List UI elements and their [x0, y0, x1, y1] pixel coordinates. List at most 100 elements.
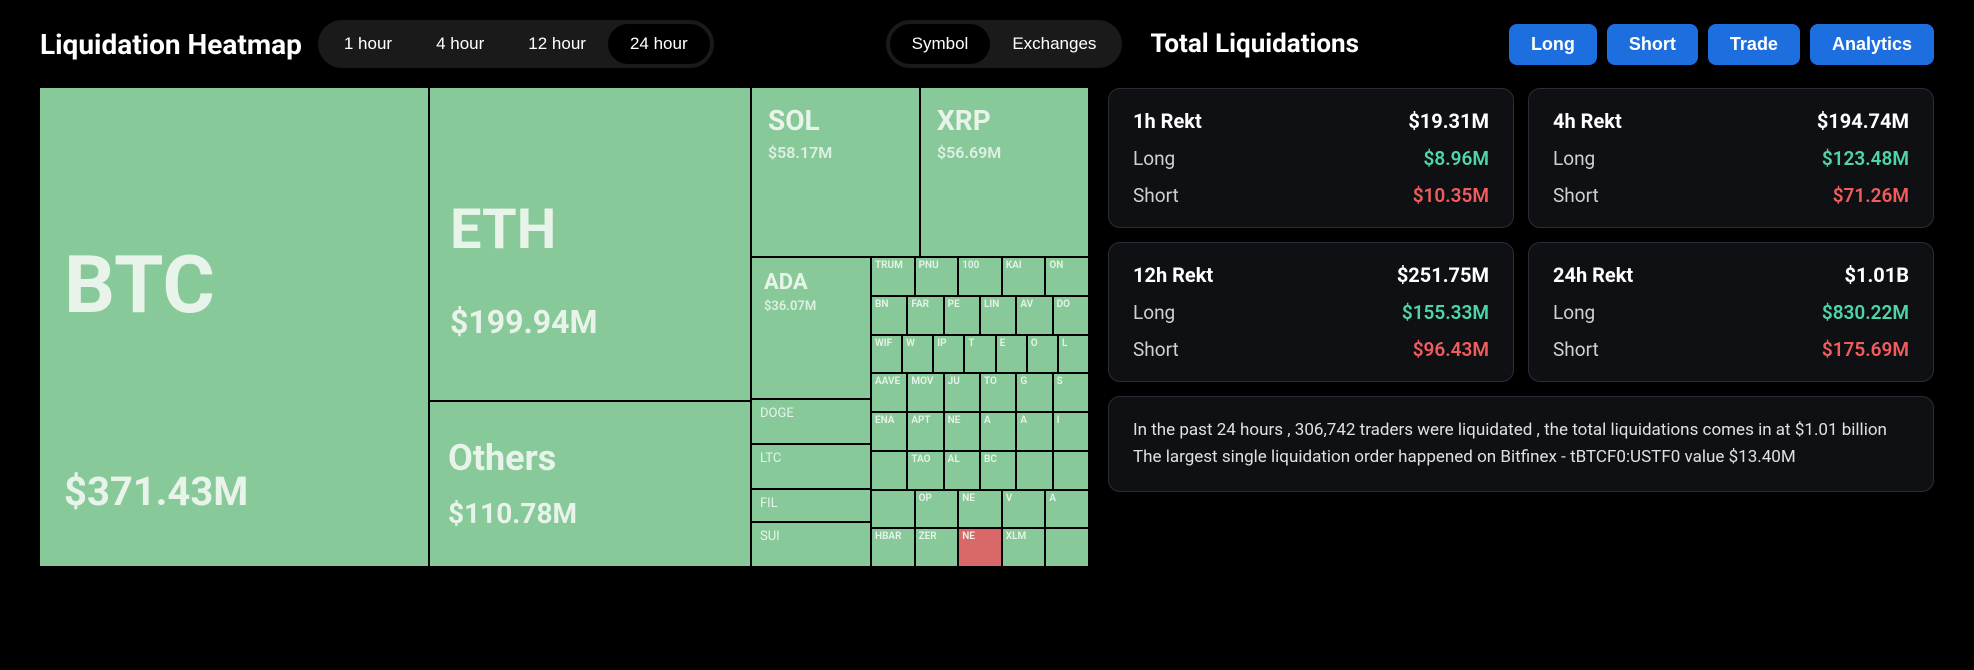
card-short-value: $96.43M [1413, 338, 1489, 361]
card-short-label: Short [1133, 184, 1179, 207]
heatmap-cell-tiny[interactable]: BC [981, 452, 1015, 489]
heatmap-cell-tiny[interactable]: FAR [908, 297, 942, 334]
header-row: Liquidation Heatmap 1 hour 4 hour 12 hou… [40, 20, 1934, 68]
heatmap-cell-tiny[interactable]: JU [945, 374, 979, 411]
card-short-value: $71.26M [1833, 184, 1909, 207]
heatmap-cell-tiny[interactable] [872, 452, 906, 489]
heatmap-cell-btc[interactable]: BTC $371.43M [40, 88, 428, 566]
rekt-card: 24h Rekt$1.01BLong$830.22MShort$175.69M [1528, 242, 1934, 382]
heatmap-cell-tiny[interactable]: L [1059, 336, 1088, 373]
heatmap-value: $199.94M [450, 303, 597, 341]
heatmap-cell-tiny[interactable] [1017, 452, 1051, 489]
tab-exchanges[interactable]: Exchanges [990, 24, 1118, 64]
heatmap-cell-tiny[interactable]: DO [1054, 297, 1088, 334]
heatmap-cell-tiny[interactable]: MOV [908, 374, 942, 411]
card-long-label: Long [1553, 301, 1595, 324]
tab-12hour[interactable]: 12 hour [506, 24, 608, 64]
heatmap-cell-tiny[interactable]: AAVE [872, 374, 906, 411]
page-title-right: Total Liquidations [1150, 29, 1359, 59]
card-total: $19.31M [1408, 109, 1489, 133]
heatmap-symbol: FIL [760, 496, 778, 511]
summary-line-2: The largest single liquidation order hap… [1133, 444, 1909, 471]
heatmap-cell-others[interactable]: Others $110.78M [430, 402, 750, 566]
heatmap-cell-tiny[interactable] [1046, 529, 1088, 566]
heatmap-cell-tiny[interactable]: NE [959, 529, 1001, 566]
liquidation-heatmap: BTC $371.43M ETH $199.94M Others $110.78… [40, 88, 1088, 566]
heatmap-cell-tiny[interactable]: A [981, 413, 1015, 450]
nav-trade[interactable]: Trade [1708, 24, 1800, 65]
heatmap-cell-tiny[interactable]: E [997, 336, 1026, 373]
heatmap-cell-tiny[interactable]: WIF [872, 336, 901, 373]
card-total: $194.74M [1817, 109, 1909, 133]
heatmap-value: $110.78M [448, 497, 577, 530]
heatmap-cell-tiny[interactable]: BN [872, 297, 906, 334]
heatmap-cell-tiny[interactable]: LIN [981, 297, 1015, 334]
heatmap-cell-ada[interactable]: ADA $36.07M [752, 258, 870, 398]
heatmap-cell-tiny[interactable] [1054, 452, 1088, 489]
heatmap-cell-tiny[interactable]: IP [934, 336, 963, 373]
card-short-label: Short [1553, 338, 1599, 361]
heatmap-symbol: SOL [768, 104, 903, 137]
card-long-value: $123.48M [1822, 147, 1909, 170]
heatmap-cell-tiny[interactable]: S [1054, 374, 1088, 411]
card-title: 1h Rekt [1133, 109, 1202, 133]
heatmap-cell-tiny[interactable]: XLM [1003, 529, 1045, 566]
heatmap-value: $56.69M [937, 143, 1072, 162]
heatmap-cell-tiny[interactable]: OP [916, 491, 958, 528]
heatmap-cell-xrp[interactable]: XRP $56.69M [921, 88, 1088, 256]
heatmap-cell-tiny[interactable]: TRUM [872, 258, 914, 295]
heatmap-cell-tiny[interactable]: HBAR [872, 529, 914, 566]
nav-short[interactable]: Short [1607, 24, 1698, 65]
nav-buttons: Long Short Trade Analytics [1509, 24, 1934, 65]
heatmap-cell-tiny[interactable]: I [1054, 413, 1088, 450]
card-long-value: $830.22M [1822, 301, 1909, 324]
tab-1hour[interactable]: 1 hour [322, 24, 414, 64]
card-total: $1.01B [1845, 263, 1909, 287]
heatmap-symbol: SUI [760, 529, 780, 544]
card-long-label: Long [1553, 147, 1595, 170]
heatmap-cell-tiny[interactable]: KAI [1003, 258, 1045, 295]
heatmap-cell-fil[interactable]: FIL [752, 490, 870, 521]
heatmap-symbol: Others [448, 437, 556, 479]
rekt-card: 12h Rekt$251.75MLong$155.33MShort$96.43M [1108, 242, 1514, 382]
card-long-label: Long [1133, 147, 1175, 170]
heatmap-cell-eth[interactable]: ETH $199.94M [430, 88, 750, 400]
nav-analytics[interactable]: Analytics [1810, 24, 1934, 65]
heatmap-cell-tiny[interactable]: ENA [872, 413, 906, 450]
heatmap-cell-tiny[interactable]: NE [959, 491, 1001, 528]
heatmap-cell-tiny[interactable]: PE [945, 297, 979, 334]
heatmap-cell-tiny[interactable]: APT [908, 413, 942, 450]
heatmap-cell-tiny[interactable]: ZER [916, 529, 958, 566]
heatmap-cell-sol[interactable]: SOL $58.17M [752, 88, 919, 256]
heatmap-cell-tiny[interactable]: 100 [959, 258, 1001, 295]
heatmap-cell-tiny[interactable]: TAO [908, 452, 942, 489]
heatmap-cell-tiny[interactable]: AV [1017, 297, 1051, 334]
heatmap-cell-tiny[interactable]: A [1046, 491, 1088, 528]
heatmap-cell-tiny[interactable]: TO [981, 374, 1015, 411]
heatmap-cell-tiny[interactable]: W [903, 336, 932, 373]
heatmap-cell-tiny[interactable]: G [1017, 374, 1051, 411]
nav-long[interactable]: Long [1509, 24, 1597, 65]
heatmap-cell-tiny[interactable]: T [965, 336, 994, 373]
heatmap-cell-tiny[interactable]: O [1028, 336, 1057, 373]
tab-4hour[interactable]: 4 hour [414, 24, 506, 64]
tab-symbol[interactable]: Symbol [890, 24, 991, 64]
card-short-value: $10.35M [1413, 184, 1489, 207]
heatmap-cell-tiny[interactable]: A [1017, 413, 1051, 450]
heatmap-cell-tiny[interactable]: ON [1046, 258, 1088, 295]
heatmap-cell-sui[interactable]: SUI [752, 523, 870, 566]
heatmap-value: $371.43M [64, 468, 248, 515]
card-short-label: Short [1133, 338, 1179, 361]
heatmap-cell-ltc[interactable]: LTC [752, 445, 870, 488]
heatmap-cell-tiny[interactable]: NE [945, 413, 979, 450]
card-long-value: $155.33M [1402, 301, 1489, 324]
heatmap-symbol: LTC [760, 451, 781, 466]
heatmap-cell-doge[interactable]: DOGE [752, 400, 870, 443]
heatmap-cell-tiny[interactable]: V [1003, 491, 1045, 528]
heatmap-cell-tiny[interactable]: AL [945, 452, 979, 489]
tab-24hour[interactable]: 24 hour [608, 24, 710, 64]
card-long-label: Long [1133, 301, 1175, 324]
heatmap-cell-tiny[interactable] [872, 491, 914, 528]
time-range-tabs: 1 hour 4 hour 12 hour 24 hour [318, 20, 714, 68]
heatmap-cell-tiny[interactable]: PNU [916, 258, 958, 295]
